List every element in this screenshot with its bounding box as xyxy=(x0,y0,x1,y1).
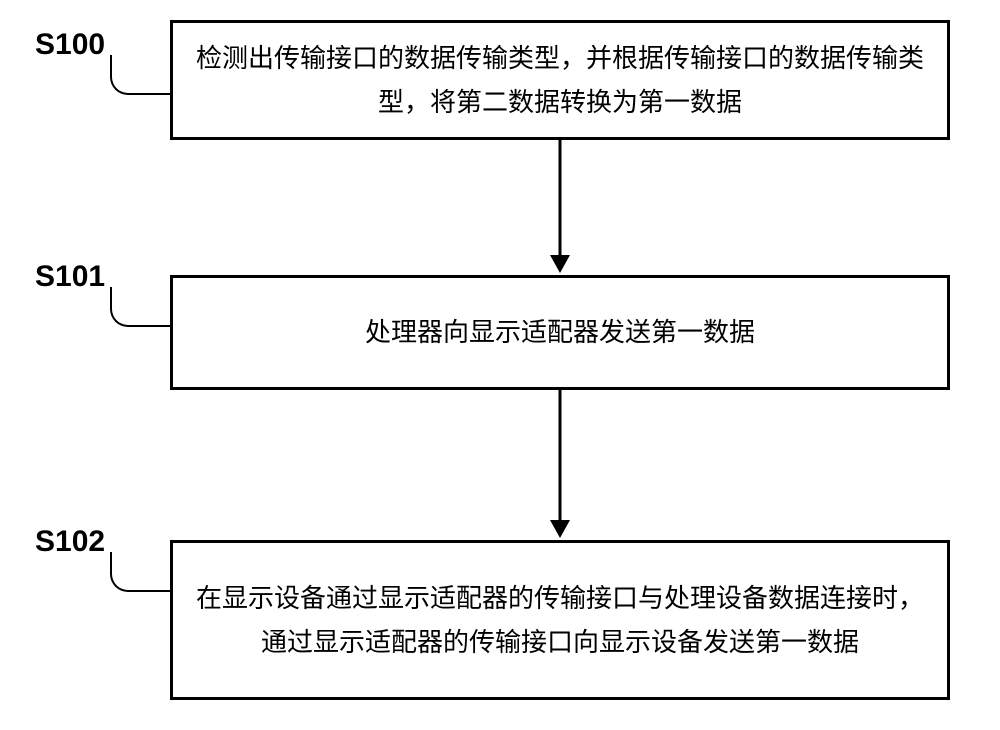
step-text: 处理器向显示适配器发送第一数据 xyxy=(365,310,755,354)
label-text: S100 xyxy=(35,28,105,61)
step-text: 检测出传输接口的数据传输类型，并根据传输接口的数据传输类型，将第二数据转换为第一… xyxy=(193,36,927,124)
label-connector-s100 xyxy=(110,55,170,95)
step-text: 在显示设备通过显示适配器的传输接口与处理设备数据连接时，通过显示适配器的传输接口… xyxy=(193,576,927,664)
label-text: S101 xyxy=(35,260,105,293)
arrowhead-2 xyxy=(550,520,570,538)
connector-1 xyxy=(559,140,562,255)
step-box-s100: 检测出传输接口的数据传输类型，并根据传输接口的数据传输类型，将第二数据转换为第一… xyxy=(170,20,950,140)
connector-2 xyxy=(559,390,562,520)
label-connector-s101 xyxy=(110,287,170,327)
step-box-s102: 在显示设备通过显示适配器的传输接口与处理设备数据连接时，通过显示适配器的传输接口… xyxy=(170,540,950,700)
flowchart-canvas: S100 检测出传输接口的数据传输类型，并根据传输接口的数据传输类型，将第二数据… xyxy=(0,0,1000,730)
step-label-s101: S101 xyxy=(35,260,105,294)
step-label-s102: S102 xyxy=(35,525,105,559)
step-box-s101: 处理器向显示适配器发送第一数据 xyxy=(170,275,950,390)
label-text: S102 xyxy=(35,525,105,558)
arrowhead-1 xyxy=(550,255,570,273)
step-label-s100: S100 xyxy=(35,28,105,62)
label-connector-s102 xyxy=(110,552,170,592)
